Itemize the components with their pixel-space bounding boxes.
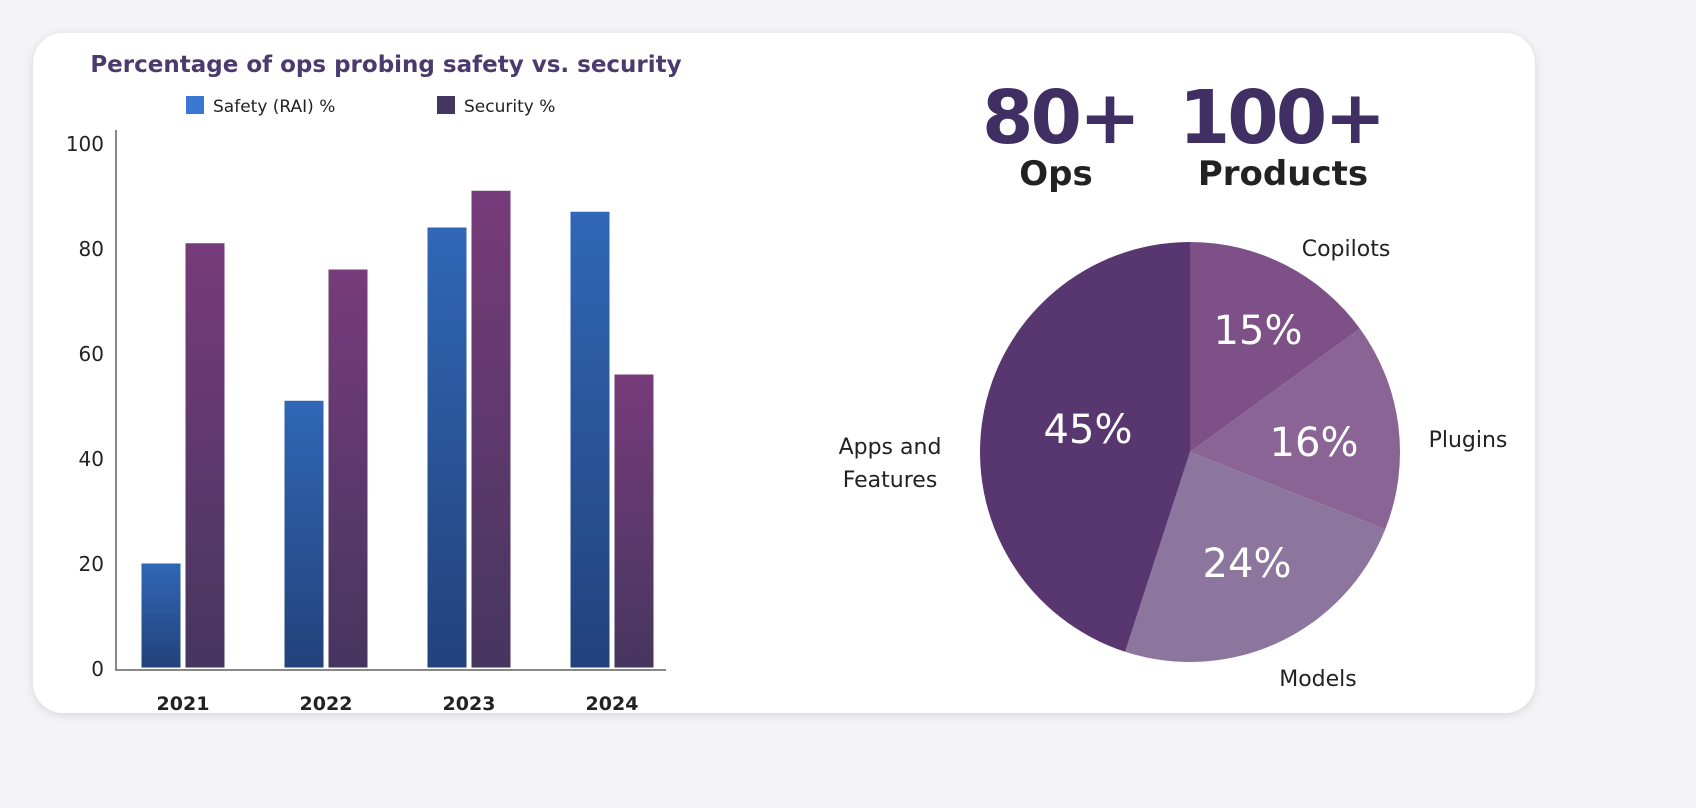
stat-products: 100+ Products — [1179, 75, 1386, 194]
stat-products-value: 100+ — [1179, 75, 1383, 161]
bar-chart-title: Percentage of ops probing safety vs. sec… — [90, 52, 681, 78]
stat-ops: 80+ Ops — [982, 75, 1141, 194]
bar-legend: Safety (RAI) % Security % — [186, 96, 555, 117]
pie-pct-copilots: 15% — [1214, 308, 1303, 354]
pie-slice-apps-and-features — [979, 242, 1190, 652]
pie-pct-apps: 45% — [1044, 407, 1133, 453]
stat-ops-value: 80+ — [982, 75, 1138, 161]
legend-label-safety: Safety (RAI) % — [213, 97, 335, 117]
bar-safety-2022 — [283, 399, 325, 669]
y-tick-label: 60 — [79, 342, 104, 366]
stat-products-label: Products — [1198, 154, 1368, 194]
x-tick-label: 2023 — [443, 693, 496, 715]
bar-security-2021 — [184, 242, 226, 669]
bar-security-2024 — [613, 373, 655, 669]
pie-label-apps-line2: Features — [843, 468, 938, 493]
bar-safety-2021 — [140, 562, 182, 669]
x-axis-ticks: 2021 2022 2023 2024 — [157, 693, 639, 715]
pie-label-models: Models — [1279, 667, 1357, 692]
pie-slice-plugins — [1190, 328, 1400, 530]
pie-pct-plugins: 16% — [1270, 420, 1359, 466]
pie-label-copilots: Copilots — [1302, 237, 1391, 262]
y-tick-label: 100 — [66, 132, 104, 156]
x-tick-label: 2024 — [586, 693, 639, 715]
bars — [140, 189, 655, 669]
pie-chart — [979, 242, 1400, 663]
pie-labels: Copilots Plugins Models Apps and Feature… — [839, 237, 1508, 692]
bar-safety-2024 — [569, 210, 611, 669]
legend-swatch-safety — [186, 96, 204, 114]
x-tick-label: 2022 — [300, 693, 353, 715]
pie-slice-models — [1125, 452, 1386, 663]
bar-security-2022 — [327, 268, 369, 669]
legend-swatch-security — [437, 96, 455, 114]
bar-safety-2023 — [426, 226, 468, 669]
pie-label-plugins: Plugins — [1429, 428, 1508, 453]
pie-percent-labels: 15% 16% 24% 45% — [1044, 308, 1359, 587]
bar-security-2023 — [470, 189, 512, 669]
x-tick-label: 2021 — [157, 693, 210, 715]
y-tick-label: 40 — [79, 447, 104, 471]
y-axis-ticks: 0 20 40 60 80 100 — [66, 132, 104, 681]
y-tick-label: 0 — [91, 657, 104, 681]
stat-ops-label: Ops — [1019, 154, 1092, 194]
legend-label-security: Security % — [464, 97, 555, 117]
y-tick-label: 20 — [79, 552, 104, 576]
y-tick-label: 80 — [79, 237, 104, 261]
pie-slice-copilots — [1190, 242, 1360, 452]
pie-label-apps-line1: Apps and — [839, 435, 942, 460]
pie-pct-models: 24% — [1203, 541, 1292, 587]
